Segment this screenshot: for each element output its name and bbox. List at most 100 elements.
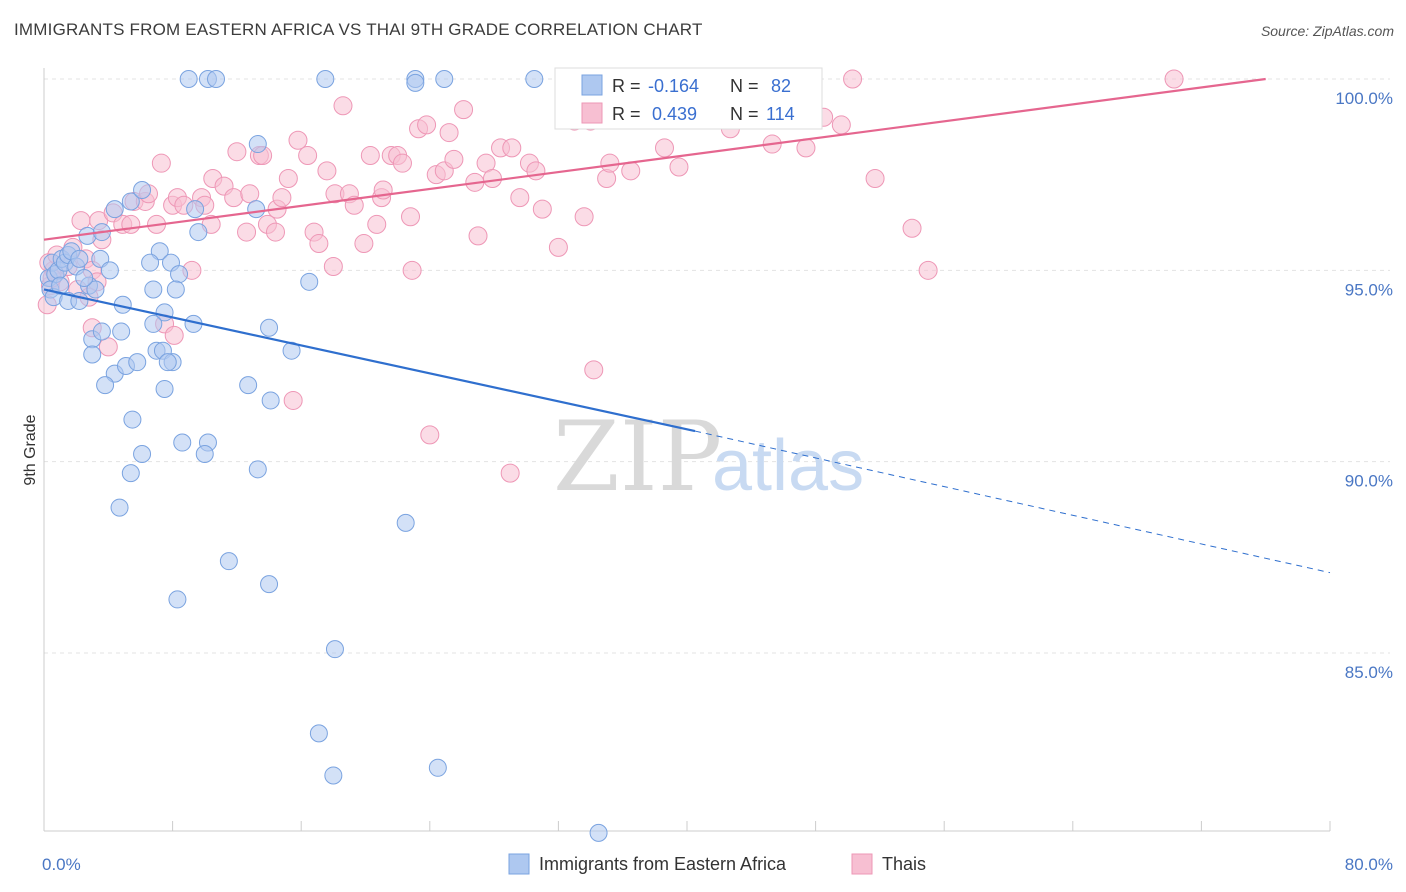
data-point-eastern-africa [173, 433, 192, 452]
data-point-thais [420, 425, 440, 445]
grid-lines [44, 78, 1390, 654]
data-point-thais [98, 337, 118, 357]
data-point-eastern-africa [168, 590, 187, 609]
data-point-eastern-africa [70, 249, 89, 268]
trend-line-eastern-africa [43, 288, 696, 433]
data-point-eastern-africa [247, 200, 266, 219]
x-tick-labels: 0.0% 80.0% [42, 855, 1393, 874]
data-point-thais [444, 149, 464, 169]
data-point-thais [574, 207, 594, 227]
data-point-eastern-africa [75, 268, 94, 287]
data-point-thais [151, 153, 171, 173]
data-point-eastern-africa [110, 498, 129, 517]
data-point-thais [902, 218, 922, 238]
data-point-eastern-africa [195, 445, 214, 464]
y-tick-labels: 85.0% 90.0% 95.0% 100.0% [1335, 89, 1393, 682]
stats-n-value-blue: 82 [771, 76, 791, 96]
data-point-eastern-africa [86, 280, 105, 299]
eastern-africa-points [39, 70, 608, 842]
data-point-eastern-africa [189, 223, 208, 242]
chart-title: IMMIGRANTS FROM EASTERN AFRICA VS THAI 9… [14, 20, 703, 39]
data-point-eastern-africa [91, 249, 110, 268]
data-point-eastern-africa [96, 376, 115, 395]
chart-source: Source: ZipAtlas.com [1260, 23, 1394, 39]
data-point-eastern-africa [260, 318, 279, 337]
data-point-thais [272, 188, 292, 208]
watermark-atlas: atlas [712, 426, 864, 506]
watermark: ZIP atlas [553, 401, 864, 513]
data-point-thais [227, 142, 247, 162]
data-point-thais [164, 325, 184, 345]
legend: Immigrants from Eastern Africa Thais [508, 853, 926, 875]
legend-label-thais[interactable]: Thais [882, 854, 926, 874]
data-point-thais [367, 214, 387, 234]
data-point-thais [354, 234, 374, 254]
data-point-eastern-africa [121, 464, 140, 483]
data-point-eastern-africa [100, 261, 119, 280]
data-point-eastern-africa [150, 242, 169, 261]
stats-n-key-blue: N = [730, 76, 759, 96]
data-point-thais [669, 157, 689, 177]
data-point-eastern-africa [207, 70, 226, 88]
data-point-thais [265, 222, 285, 242]
data-point-thais [323, 257, 343, 277]
data-point-thais [510, 188, 530, 208]
stats-r-key-blue: R = [612, 76, 641, 96]
data-point-thais [1164, 69, 1184, 89]
x-tick-label: 80.0% [1345, 855, 1393, 874]
data-point-eastern-africa [316, 70, 335, 88]
data-point-eastern-africa [144, 314, 163, 333]
data-point-thais [831, 115, 851, 135]
legend-swatch-thais[interactable] [851, 853, 873, 875]
data-point-thais [621, 161, 641, 181]
stats-r-key-pink: R = [612, 104, 641, 124]
data-point-eastern-africa [186, 200, 205, 219]
y-tick-label: 85.0% [1345, 663, 1393, 682]
data-point-thais [298, 146, 318, 166]
data-point-thais [71, 211, 91, 231]
data-point-eastern-africa [300, 272, 319, 291]
data-point-thais [500, 463, 520, 483]
data-point-thais [344, 195, 364, 215]
data-point-eastern-africa [166, 280, 185, 299]
axes [43, 68, 1331, 832]
data-point-thais [309, 234, 329, 254]
data-point-eastern-africa [83, 345, 102, 364]
data-point-thais [278, 168, 298, 188]
data-point-eastern-africa [170, 265, 189, 284]
data-point-thais [237, 222, 257, 242]
y-tick-label: 100.0% [1335, 89, 1393, 108]
data-point-thais [402, 260, 422, 280]
stats-box: R = -0.164 N = 82 R = 0.439 N = 114 [554, 67, 823, 130]
data-point-thais [526, 161, 546, 181]
data-point-thais [121, 214, 141, 234]
data-point-thais [584, 360, 604, 380]
data-point-thais [439, 123, 459, 143]
data-point-eastern-africa [428, 758, 447, 777]
legend-label-eastern-africa[interactable]: Immigrants from Eastern Africa [539, 854, 787, 874]
data-point-eastern-africa [133, 445, 152, 464]
stats-swatch-blue [581, 74, 603, 96]
data-point-thais [502, 138, 522, 158]
data-point-eastern-africa [325, 640, 344, 659]
data-point-eastern-africa [144, 280, 163, 299]
data-point-eastern-africa [92, 322, 111, 341]
data-point-eastern-africa [525, 70, 544, 88]
data-point-thais [454, 100, 474, 120]
data-point-thais [600, 153, 620, 173]
data-point-eastern-africa [219, 552, 238, 571]
data-point-thais [392, 153, 412, 173]
data-point-thais [401, 207, 421, 227]
data-point-thais [224, 188, 244, 208]
data-point-eastern-africa [128, 353, 147, 372]
data-point-thais [843, 69, 863, 89]
data-point-eastern-africa [51, 276, 70, 295]
data-point-eastern-africa [309, 724, 328, 743]
legend-swatch-eastern-africa[interactable] [508, 853, 530, 875]
trend-lines [43, 77, 1331, 574]
data-point-thais [333, 96, 353, 116]
data-point-eastern-africa [261, 391, 280, 410]
data-point-thais [532, 199, 552, 219]
data-point-thais [548, 237, 568, 257]
